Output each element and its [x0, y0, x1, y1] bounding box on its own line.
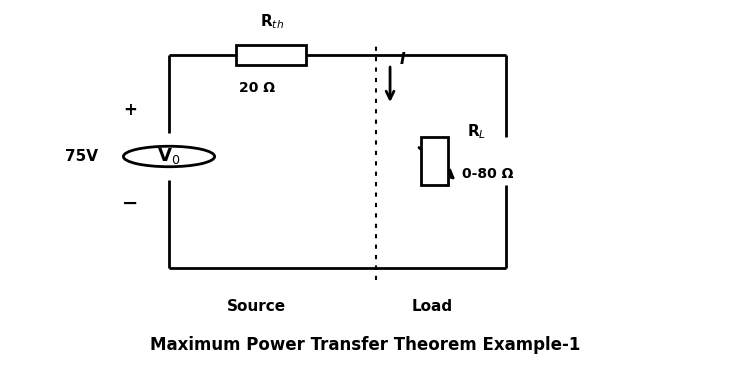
Text: Source: Source [227, 299, 287, 314]
Text: R$_L$: R$_L$ [467, 122, 486, 141]
Text: Maximum Power Transfer Theorem Example-1: Maximum Power Transfer Theorem Example-1 [151, 336, 580, 354]
Text: +: + [124, 100, 137, 118]
Ellipse shape [124, 146, 215, 167]
Text: I: I [399, 52, 405, 67]
Bar [421, 137, 447, 185]
Text: Load: Load [412, 299, 452, 314]
Text: R$_{th}$: R$_{th}$ [260, 13, 284, 31]
Text: −: − [122, 194, 139, 213]
Text: 20 Ω: 20 Ω [239, 81, 275, 95]
Text: 0-80 Ω: 0-80 Ω [462, 167, 514, 181]
Text: V$_0$: V$_0$ [157, 146, 181, 166]
Text: 75V: 75V [65, 149, 98, 164]
Bar [235, 45, 306, 65]
